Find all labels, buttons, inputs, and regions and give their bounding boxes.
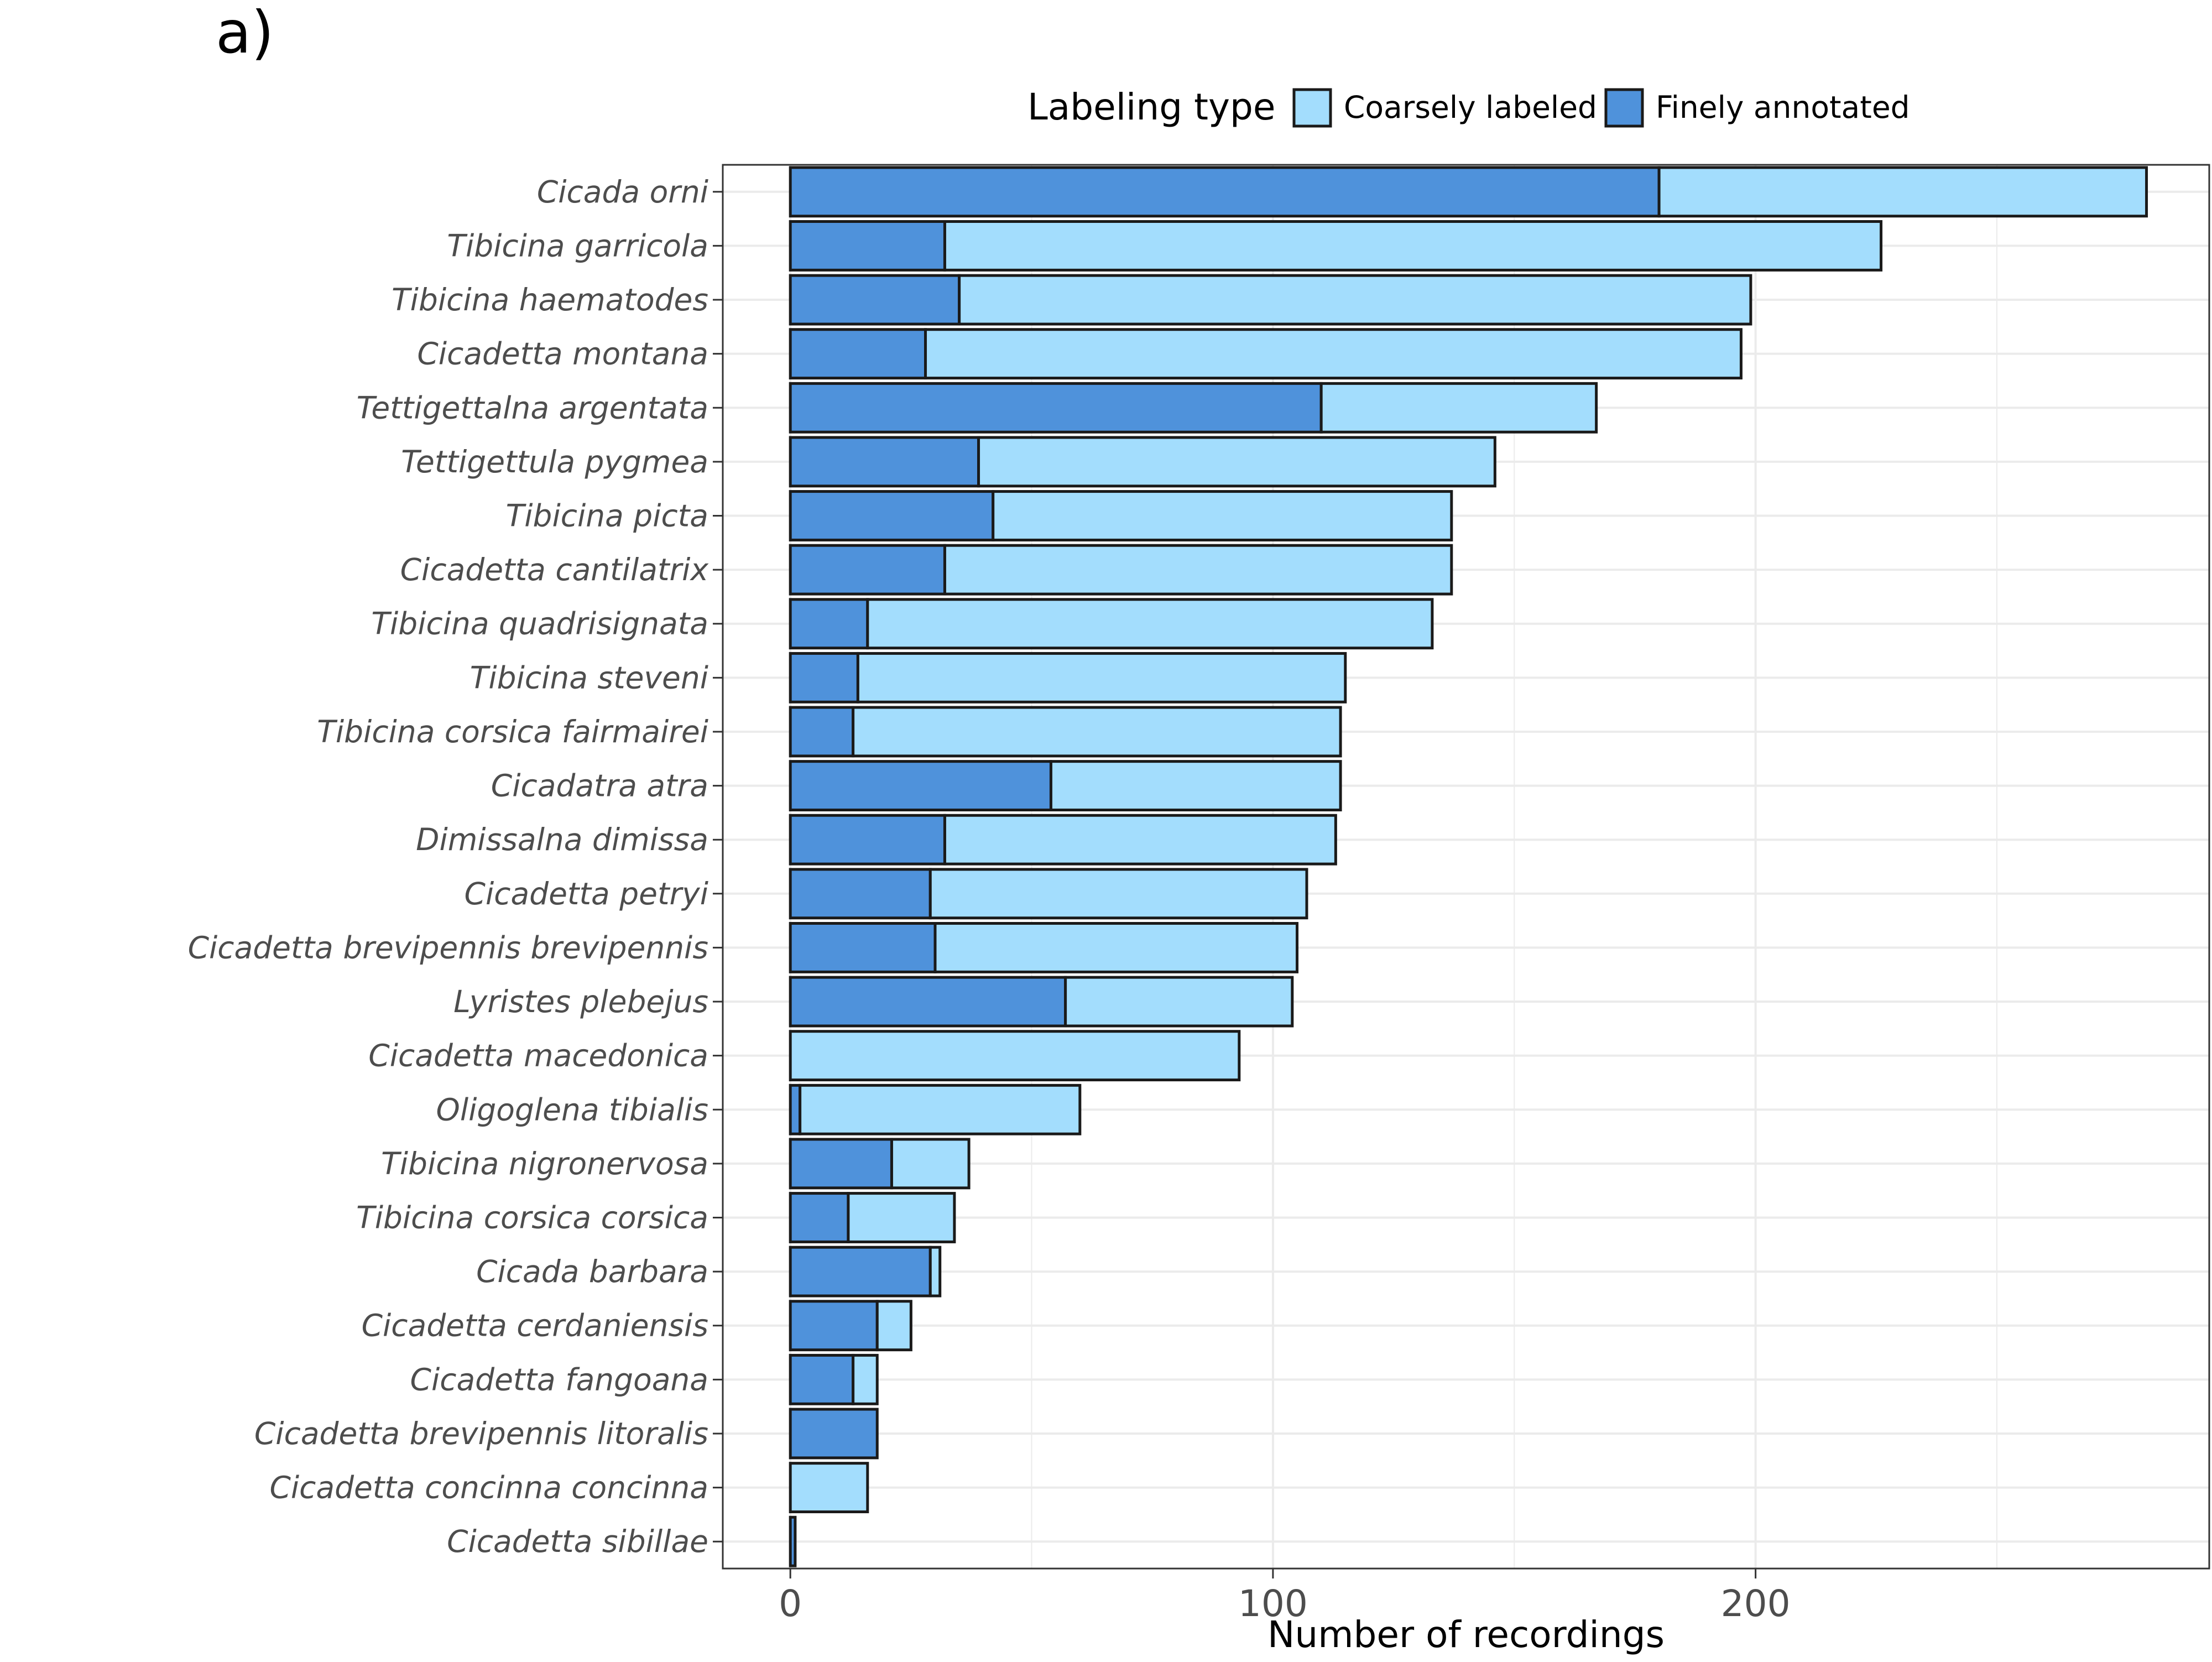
- bar-finely-annotated: [789, 976, 1067, 1028]
- legend-label-coarse: Coarsely labeled: [1344, 90, 1597, 125]
- bar-coarsely-labeled: [856, 652, 1347, 704]
- bar-coarsely-labeled: [789, 1030, 1241, 1082]
- bar-coarsely-labeled: [890, 1138, 971, 1190]
- bar-finely-annotated: [789, 328, 927, 380]
- category-labels: Cicada orni Tibicina garricola Tibicina ha…: [188, 174, 723, 1559]
- category-label: Cicadetta fangoana: [410, 1362, 708, 1397]
- category-label: Cicadetta brevipennis litoralis: [254, 1416, 708, 1451]
- x-tick-label: 0: [779, 1582, 802, 1625]
- bar-coarsely-labeled: [847, 1192, 956, 1243]
- legend-key-fine: [1604, 88, 1644, 128]
- category-label: Cicadetta petryi: [465, 876, 709, 911]
- category-label: Cicada orni: [537, 174, 709, 210]
- bar-finely-annotated: [789, 652, 859, 704]
- category-label: Tibicina corsica corsica: [356, 1200, 708, 1236]
- bar-coarsely-labeled: [958, 274, 1752, 326]
- bar-finely-annotated: [789, 1246, 932, 1298]
- category-label: Tibicina garricola: [447, 228, 708, 263]
- category-label: Tettigettula pygmea: [401, 444, 708, 480]
- bar-coarsely-labeled: [943, 220, 1883, 272]
- category-label: Cicadetta macedonica: [368, 1038, 708, 1074]
- category-label: Tibicina corsica fairmairei: [317, 714, 708, 749]
- bar-coarsely-labeled: [977, 436, 1496, 488]
- bar-finely-annotated: [789, 921, 937, 973]
- bar-finely-annotated: [789, 274, 961, 326]
- bar-finely-annotated: [789, 490, 995, 541]
- bar-coarsely-labeled: [933, 921, 1299, 973]
- bar-coarsely-labeled: [799, 1083, 1082, 1135]
- bar-finely-annotated: [789, 382, 1323, 434]
- legend-key-coarse: [1292, 88, 1332, 128]
- bar-coarsely-labeled: [943, 544, 1453, 596]
- bar-finely-annotated: [789, 868, 932, 920]
- bar-coarsely-labeled: [852, 1353, 879, 1405]
- bar-finely-annotated: [789, 814, 946, 866]
- bars: [789, 166, 2148, 1567]
- panel-border: [722, 164, 2210, 1570]
- category-label: Tibicina nigronervosa: [381, 1146, 708, 1181]
- category-label: Cicada barbara: [476, 1254, 708, 1289]
- category-label: Cicadetta brevipennis brevipennis: [188, 930, 708, 965]
- bar-coarsely-labeled: [1049, 760, 1342, 812]
- bar-coarsely-labeled: [943, 814, 1337, 866]
- panel-tag: a): [216, 0, 274, 66]
- bar-coarsely-labeled: [852, 706, 1342, 758]
- category-label: Tibicina haematodes: [392, 282, 708, 317]
- bar-coarsely-labeled: [789, 1462, 869, 1514]
- category-label: Cicadetta sibillae: [447, 1524, 708, 1559]
- bar-finely-annotated: [789, 1083, 802, 1135]
- category-label: Cicadetta cerdaniensis: [362, 1308, 708, 1343]
- bar-coarsely-labeled: [1657, 166, 2148, 218]
- category-label: Tettigettalna argentata: [357, 390, 708, 425]
- legend: Labeling type Coarsely labeled Finely an…: [1027, 86, 1910, 128]
- bar-coarsely-labeled: [928, 868, 1308, 920]
- bar-finely-annotated: [789, 1353, 855, 1405]
- legend-title: Labeling type: [1027, 86, 1276, 128]
- bar-finely-annotated: [789, 1300, 879, 1352]
- legend-label-fine: Finely annotated: [1656, 90, 1910, 125]
- x-tick-label: 200: [1721, 1582, 1791, 1625]
- bar-finely-annotated: [789, 1515, 797, 1567]
- x-tick-label: 100: [1238, 1582, 1308, 1625]
- bar-finely-annotated: [789, 436, 980, 488]
- x-axis-ticks: 0 100 200: [779, 1569, 1791, 1625]
- bar-finely-annotated: [789, 1138, 893, 1190]
- category-label: Tibicina picta: [506, 498, 708, 534]
- category-label: Tibicina steveni: [470, 660, 709, 695]
- bar-finely-annotated: [789, 1192, 850, 1243]
- category-label: Tibicina quadrisignata: [371, 606, 708, 642]
- category-label: Cicadatra atra: [491, 768, 708, 804]
- bar-coarsely-labeled: [1064, 976, 1294, 1028]
- category-label: Cicadetta concinna concinna: [269, 1470, 708, 1505]
- category-label: Dimissalna dimissa: [416, 822, 708, 857]
- bar-coarsely-labeled: [875, 1300, 912, 1352]
- bar-coarsely-labeled: [928, 1246, 942, 1298]
- bar-coarsely-labeled: [992, 490, 1453, 541]
- bar-coarsely-labeled: [924, 328, 1743, 380]
- bar-finely-annotated: [789, 598, 869, 650]
- category-label: Cicadetta montana: [417, 336, 708, 372]
- bar-coarsely-labeled: [866, 598, 1434, 650]
- category-label: Lyristes plebejus: [453, 984, 708, 1019]
- category-label: Cicadetta cantilatrix: [400, 552, 709, 587]
- bar-finely-annotated: [789, 166, 1661, 218]
- bar-finely-annotated: [789, 1408, 879, 1460]
- category-label: Oligoglena tibialis: [436, 1092, 708, 1127]
- bar-finely-annotated: [789, 760, 1052, 812]
- bar-coarsely-labeled: [1319, 382, 1598, 434]
- bar-finely-annotated: [789, 706, 855, 758]
- bar-finely-annotated: [789, 220, 946, 272]
- x-axis-title: Number of recordings: [1267, 1613, 1665, 1656]
- bar-finely-annotated: [789, 544, 946, 596]
